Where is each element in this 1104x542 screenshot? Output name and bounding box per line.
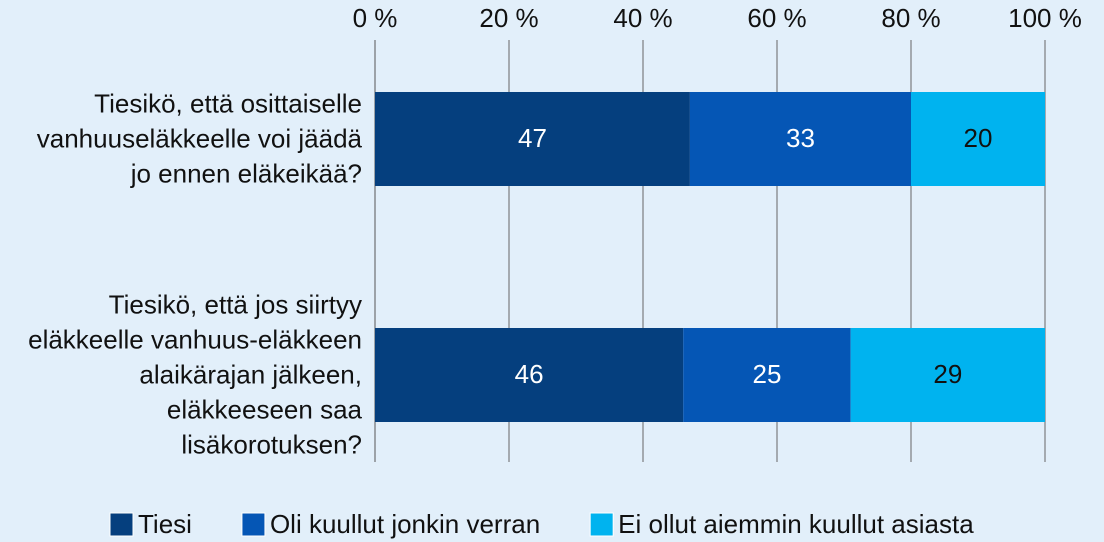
data-label: 29 <box>933 359 962 389</box>
data-label: 46 <box>515 359 544 389</box>
legend-label: Oli kuullut jonkin verran <box>270 509 540 539</box>
legend-swatch <box>109 512 134 537</box>
bar-segment <box>683 328 851 422</box>
x-tick-label: 20 % <box>479 3 538 33</box>
data-label: 33 <box>786 123 815 153</box>
category-label: Tiesikö, että osittaiselle vanhuuseläkke… <box>36 88 362 189</box>
bar-segment <box>375 92 690 186</box>
bar-segment <box>689 92 911 186</box>
bar-segment <box>375 328 684 422</box>
x-tick-label: 100 % <box>1008 3 1082 33</box>
x-tick-label: 40 % <box>613 3 672 33</box>
data-label: 20 <box>964 123 993 153</box>
data-label: 47 <box>518 123 547 153</box>
legend-label: Tiesi <box>138 509 192 539</box>
bar-segment <box>911 92 1045 186</box>
x-tick-label: 80 % <box>881 3 940 33</box>
x-tick-label: 60 % <box>747 3 806 33</box>
category-label: Tiesikö, että jos siirtyy eläkkeelle van… <box>28 289 362 460</box>
x-tick-label: 0 % <box>353 3 398 33</box>
data-label: 25 <box>752 359 781 389</box>
legend-swatch <box>241 512 266 537</box>
legend-swatch <box>589 512 614 537</box>
legend-label: Ei ollut aiemmin kuullut asiasta <box>618 509 974 539</box>
bar-segment <box>850 328 1045 422</box>
